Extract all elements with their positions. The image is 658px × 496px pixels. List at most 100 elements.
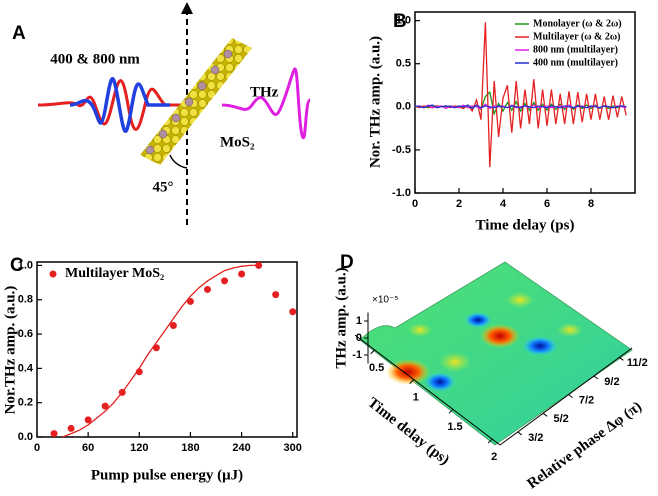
surface-trough	[424, 372, 456, 392]
y-tick	[568, 394, 573, 399]
y-tick-label: 0.0	[18, 431, 33, 443]
surface-peak	[480, 324, 520, 348]
panel-label: B	[393, 11, 407, 32]
y-tick	[517, 431, 523, 436]
x-tick-label: 240	[232, 442, 250, 454]
x-tick-label: 4	[500, 198, 507, 210]
x-tick-label: 2	[456, 198, 462, 210]
z-tick-label: 1	[356, 315, 362, 327]
z-axis-label: THz amp. (a.u.)	[333, 267, 349, 368]
y-axis-label: Relative phase Δφ (π)	[524, 399, 645, 493]
data-point	[238, 270, 246, 278]
y-tick-label: 0.2	[18, 397, 33, 409]
data-point	[221, 277, 229, 285]
x-tick-label: 8	[588, 198, 594, 210]
data-point	[67, 424, 75, 432]
data-point	[203, 285, 211, 293]
x-tick	[409, 379, 415, 384]
x-axis	[354, 334, 501, 446]
legend-label: Monolayer (ω & 2ω)	[533, 18, 622, 29]
y-tick-label: 7/2	[579, 395, 594, 407]
angle-arc	[169, 154, 188, 169]
x-tick	[487, 438, 493, 444]
x-axis-label: Time delay (ps)	[476, 217, 575, 233]
x-tick-label: 0.5	[369, 362, 384, 374]
data-point	[186, 297, 194, 305]
panel-label: C	[10, 255, 24, 276]
x-tick-label: 1.5	[447, 421, 462, 433]
x-tick-label: 2	[491, 451, 497, 463]
y-tick-label: 0.6	[18, 328, 33, 340]
surface-peak	[557, 323, 583, 337]
data-point	[169, 321, 177, 329]
data-point	[84, 416, 92, 424]
series-line	[414, 104, 627, 110]
mos2-layer	[140, 38, 252, 165]
y-tick-label: -0.5	[392, 144, 411, 156]
z-tick-label: -1	[352, 349, 362, 361]
x-tick-label: 60	[82, 442, 94, 454]
angle-label: 45°	[153, 179, 174, 195]
x-tick-label: 0	[412, 198, 418, 210]
plot-frame	[414, 11, 636, 194]
x-axis-label: Pump pulse energy (μJ)	[91, 467, 243, 483]
material-label: MoS₂	[220, 134, 255, 150]
data-point	[289, 308, 297, 316]
y-tick-label: 11/2	[627, 357, 648, 369]
z-exponent: ×10⁻⁵	[372, 295, 398, 306]
panel-label: A	[12, 23, 26, 44]
x-tick-label: 6	[544, 198, 550, 210]
thz-wave	[221, 67, 312, 140]
output-label: THz	[250, 84, 279, 100]
y-tick-label: 0.8	[18, 294, 33, 306]
x-tick	[370, 349, 375, 355]
x-tick-label: 180	[181, 442, 199, 454]
y-tick-label: -1.0	[392, 187, 411, 199]
legend-label: 400 nm (multilayer)	[533, 57, 618, 68]
y-tick-label: 0.4	[18, 362, 34, 374]
data-point	[272, 291, 280, 299]
y-axis-label: Nor.THz amp. (a.u.)	[2, 286, 18, 415]
surface-peak	[386, 359, 430, 385]
surface-peak	[408, 323, 432, 337]
y-tick-label: 3/2	[528, 432, 543, 444]
series-line	[62, 264, 259, 438]
y-tick-label: 5/2	[554, 413, 569, 425]
y-tick	[593, 375, 599, 380]
surface-trough	[522, 336, 558, 356]
y-tick-label: 1.0	[18, 259, 33, 271]
y-tick-label: 1.0	[396, 15, 411, 27]
panel-label: D	[340, 252, 354, 273]
x-tick-label: 300	[284, 442, 302, 454]
y-axis-label: Nor. THz amp. (a.u.)	[367, 36, 383, 168]
surface-trough	[464, 312, 492, 328]
legend-label: 800 nm (multilayer)	[533, 44, 618, 55]
series-line	[414, 22, 627, 168]
legend-label: Multilayer (ω & 2ω)	[533, 31, 620, 42]
blue-wave	[69, 77, 170, 133]
panel-a: A 400 & 800 nm 45° MoS₂ THz	[12, 2, 312, 225]
mo-atoms	[145, 49, 233, 155]
series-line	[414, 103, 627, 110]
data-point	[50, 430, 58, 438]
y-tick	[619, 356, 624, 361]
surface-peak	[506, 292, 534, 308]
x-axis-label: Time delay (ps)	[364, 395, 452, 469]
y-axis	[499, 347, 633, 446]
x-tick	[448, 408, 454, 414]
legend-swatch	[49, 270, 57, 278]
data-point	[101, 402, 109, 410]
legend-label: Multilayer MoS₂	[65, 266, 164, 281]
x-tick-label: 1	[413, 392, 419, 404]
surface-peak	[439, 352, 471, 372]
data-point	[255, 261, 263, 269]
y-tick	[542, 412, 548, 417]
surface-plot	[359, 261, 633, 446]
beam-label: 400 & 800 nm	[50, 51, 140, 67]
arrow-head	[181, 2, 193, 14]
y-tick-label: 9/2	[604, 376, 619, 388]
x-tick-label: 120	[130, 442, 148, 454]
y-tick-label: 0.0	[396, 101, 411, 113]
plot-frame	[36, 261, 298, 438]
